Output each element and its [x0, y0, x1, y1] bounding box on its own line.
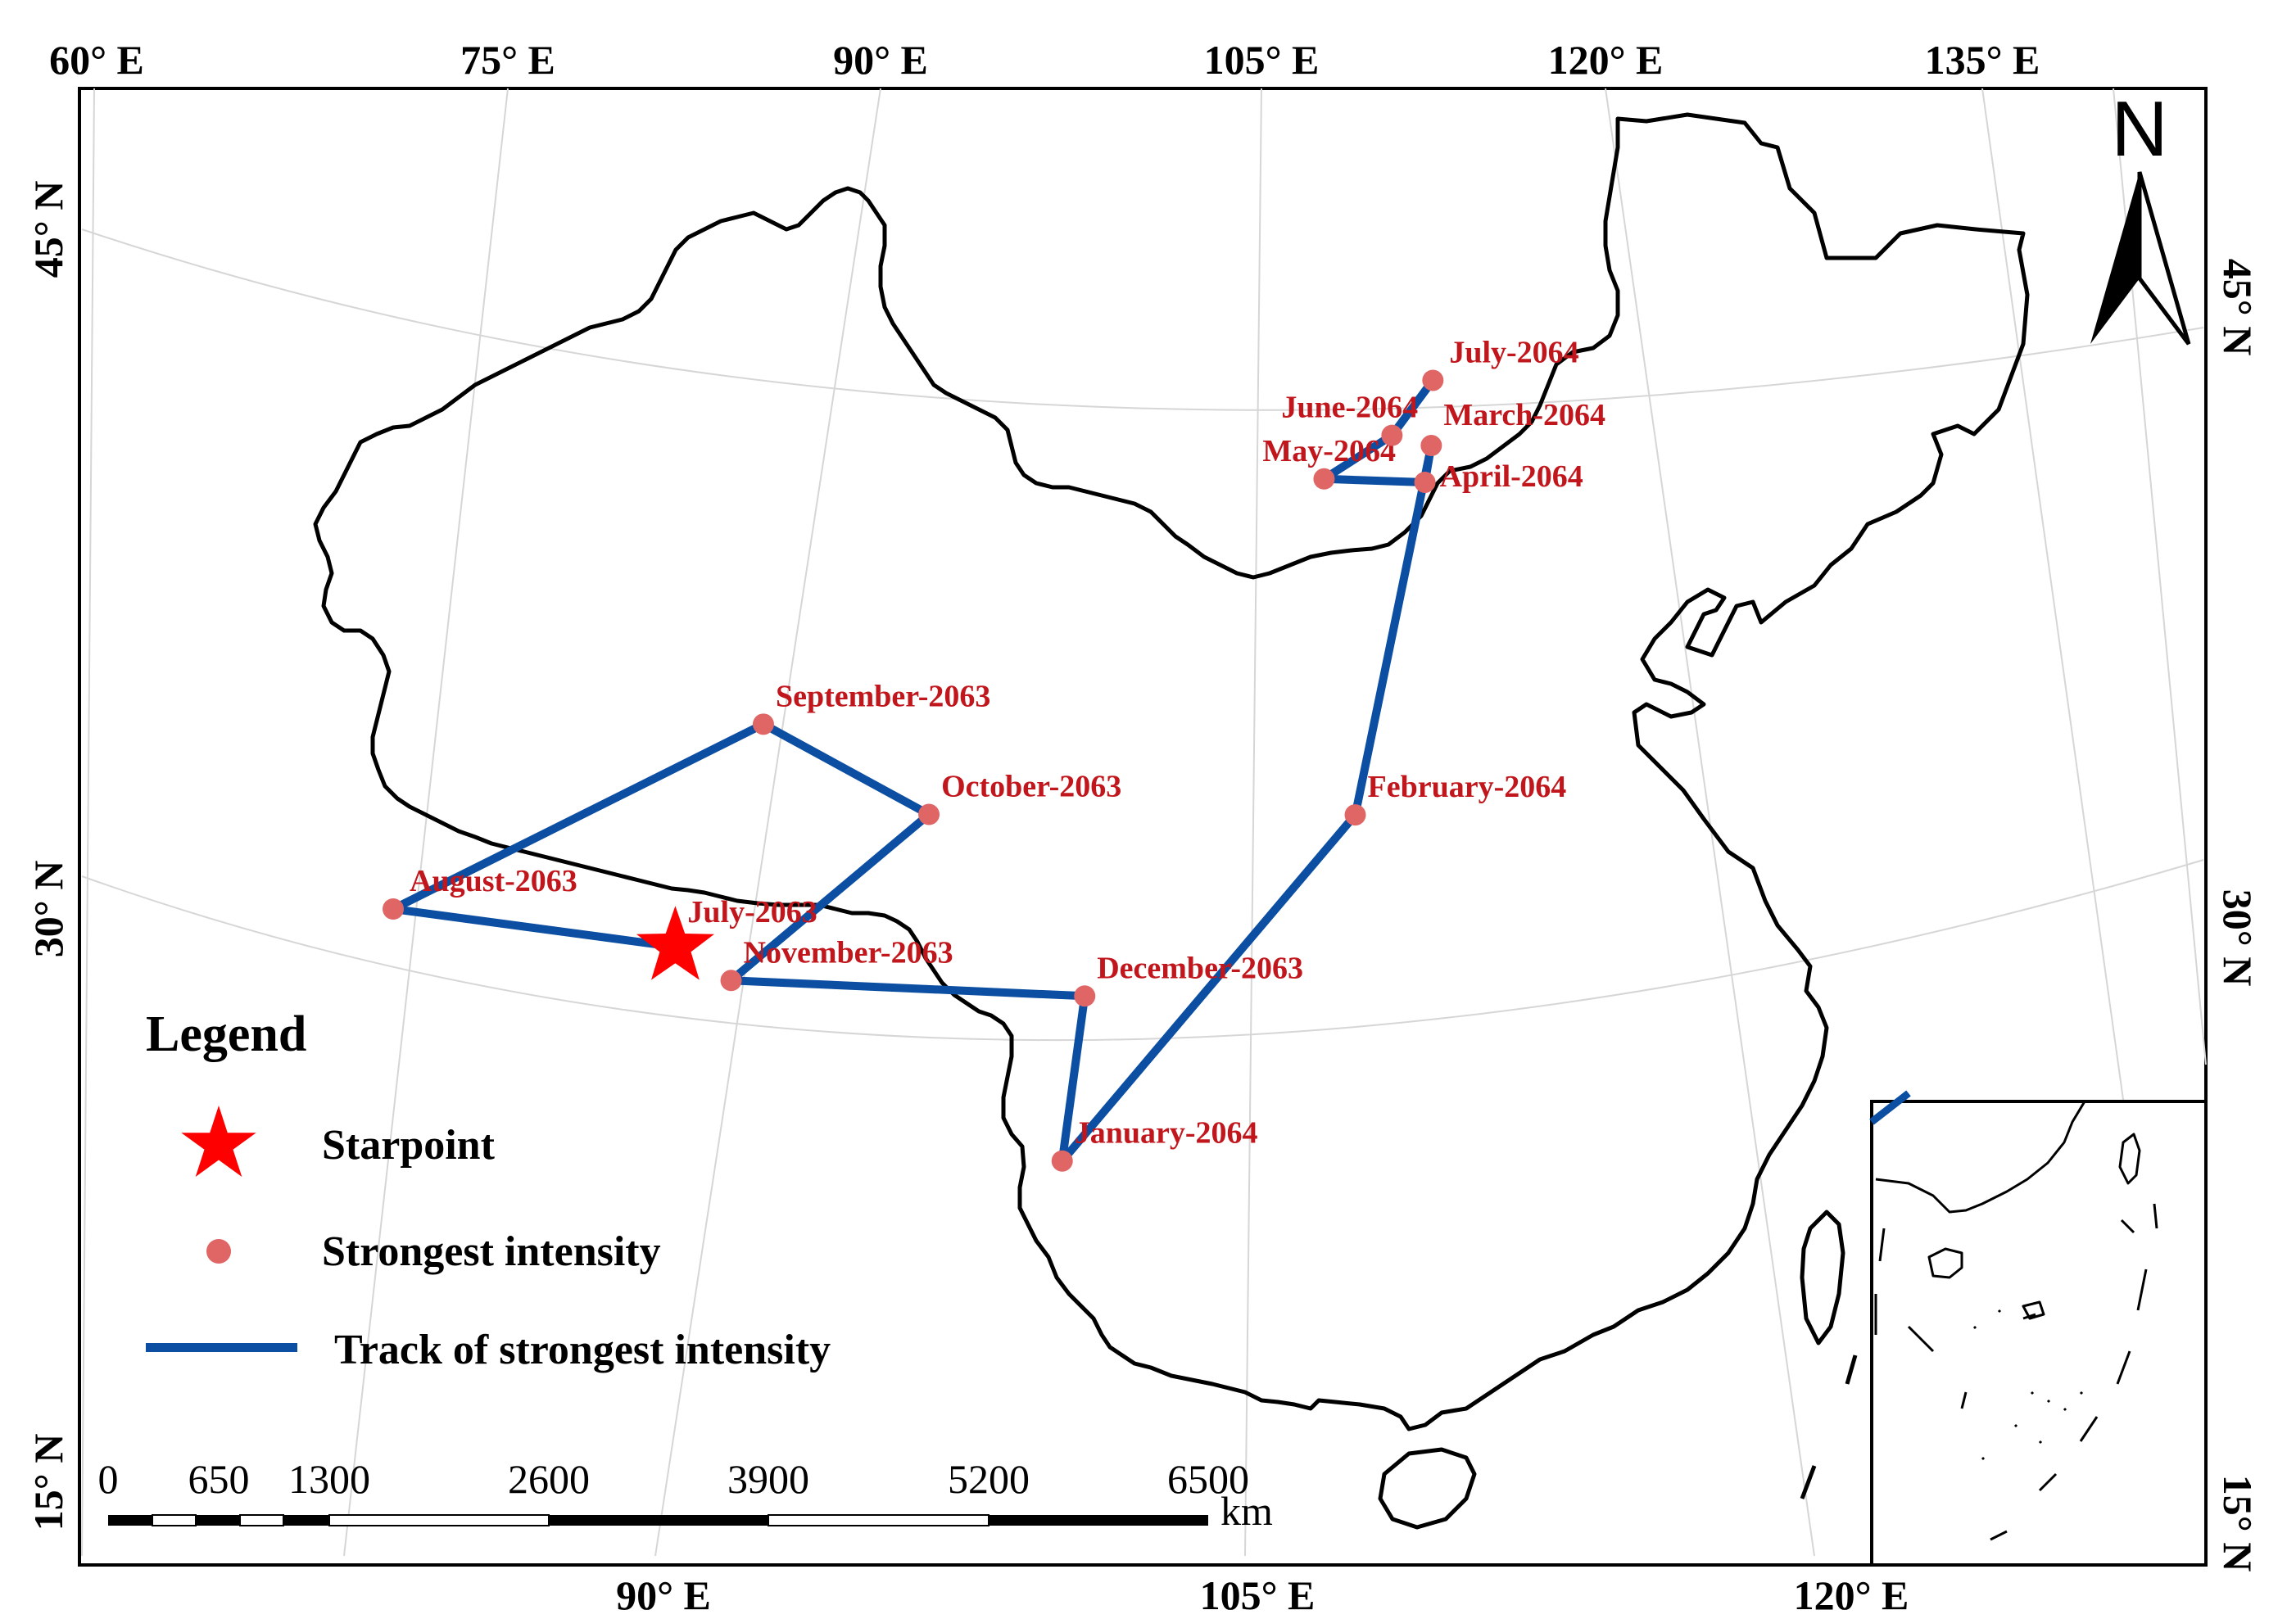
scale-unit: km [1220, 1488, 1273, 1534]
tick-bottom: 120° E [1794, 1572, 1909, 1618]
point-label: January-2064 [1075, 1116, 1258, 1151]
tick-left: 45° N [25, 181, 71, 278]
country-outline [313, 112, 2030, 1530]
strongest-intensity-point [918, 803, 940, 825]
inset-map [1869, 1090, 2208, 1567]
strongest-intensity-point [1313, 468, 1335, 490]
point-label: February-2064 [1368, 770, 1567, 804]
scale-label: 2600 [508, 1456, 590, 1502]
scale-label: 0 [98, 1456, 119, 1502]
inset-taiwan [2118, 1133, 2141, 1185]
north-arrow-right-half [2137, 171, 2191, 346]
scale-segment [549, 1515, 768, 1526]
point-label: December-2063 [1097, 951, 1303, 985]
strongest-intensity-point [1051, 1150, 1073, 1172]
legend-label: Starpoint [322, 1122, 496, 1169]
tick-right: 45° N [2215, 259, 2261, 356]
dot-icon [206, 1239, 231, 1264]
right-ticks: 45° N 30° N 15° N [2215, 259, 2261, 1572]
point-label: April-2064 [1440, 459, 1583, 494]
north-label: N [2111, 85, 2167, 173]
point-label: October-2063 [941, 770, 1121, 804]
strongest-intensity-point [383, 898, 404, 920]
tick-left: 30° N [25, 861, 71, 958]
scale-label: 3900 [727, 1456, 809, 1502]
inset-frame [1870, 1100, 2208, 1567]
strongest-intensity-point [1074, 985, 1096, 1007]
inset-track-segment [1869, 1090, 1911, 1125]
hainan-outline [1378, 1447, 1477, 1530]
scale-segment [768, 1514, 989, 1526]
line-icon [146, 1343, 297, 1352]
inset-coast [1875, 1101, 2086, 1214]
tick-left: 15° N [25, 1434, 71, 1531]
starpoint-icon [636, 906, 714, 980]
tick-top: 105° E [1204, 37, 1320, 83]
legend-label: Track of strongest intensity [334, 1327, 831, 1373]
strongest-intensity-point [720, 970, 742, 992]
track-layer: August-2063 September-2063 October-2063 Nov… [383, 335, 1605, 1172]
point-label: June-2064 [1281, 391, 1418, 425]
scale-segment [328, 1514, 550, 1526]
tick-top: 120° E [1548, 37, 1664, 83]
tick-right: 30° N [2215, 889, 2261, 987]
scale-segment [239, 1514, 284, 1526]
strongest-intensity-point [752, 713, 774, 735]
star-icon [181, 1106, 256, 1177]
tick-bottom: 90° E [616, 1572, 711, 1618]
scale-label: 6500 [1167, 1456, 1249, 1502]
inset-hainan [1927, 1247, 1963, 1279]
tick-top: 60° E [49, 37, 144, 83]
taiwan-outline [1800, 1210, 1845, 1345]
strongest-intensity-point [1344, 804, 1366, 826]
scale-segment [152, 1514, 197, 1526]
scale-segment [989, 1515, 1208, 1526]
country-border [313, 112, 2030, 1431]
starpoint-label: July-2063 [687, 895, 817, 929]
point-label: July-2064 [1449, 335, 1578, 369]
left-ticks: 45° N 30° N 15° N [25, 181, 71, 1531]
sea-boundary-dash [1845, 1354, 1858, 1385]
scale-segment [108, 1515, 152, 1526]
tick-top: 90° E [833, 37, 928, 83]
tick-right: 15° N [2215, 1475, 2261, 1572]
scale-segment [196, 1515, 240, 1526]
scale-label: 1300 [288, 1456, 370, 1502]
tick-bottom: 105° E [1200, 1572, 1316, 1618]
strongest-intensity-point [1414, 471, 1436, 493]
top-ticks: 60° E 75° E 90° E 105° E 120° E 135° E [49, 37, 2040, 83]
point-label: May-2064 [1262, 434, 1396, 468]
scale-bar: 0 650 1300 2600 3900 5200 6500 km [98, 1456, 1274, 1534]
strongest-intensity-point [1422, 369, 1444, 391]
track-line [391, 378, 1437, 1165]
map-frame [78, 87, 2208, 1567]
scale-label: 5200 [948, 1456, 1030, 1502]
sea-boundary-dash [1800, 1465, 1817, 1499]
legend: Legend Starpoint Strongest intensity Tra… [146, 1006, 831, 1373]
inset-islands [1972, 1300, 2084, 1461]
tick-top: 135° E [1925, 37, 2040, 83]
legend-label: Strongest intensity [322, 1228, 661, 1275]
bottom-ticks: 90° E 105° E 120° E [616, 1572, 1909, 1618]
point-label: March-2064 [1443, 398, 1605, 432]
scale-label: 650 [188, 1456, 250, 1502]
point-label: November-2063 [744, 935, 953, 970]
north-arrow-left-half [2090, 172, 2140, 344]
scale-segment [283, 1515, 329, 1526]
legend-title: Legend [146, 1006, 306, 1062]
point-label: September-2063 [776, 679, 990, 713]
strongest-intensity-point [1381, 424, 1403, 446]
north-arrow: N [2090, 85, 2191, 346]
point-label: August-2063 [410, 864, 577, 898]
tick-top: 75° E [460, 37, 555, 83]
strongest-intensity-point [1420, 435, 1442, 457]
track-line-start [392, 905, 677, 952]
